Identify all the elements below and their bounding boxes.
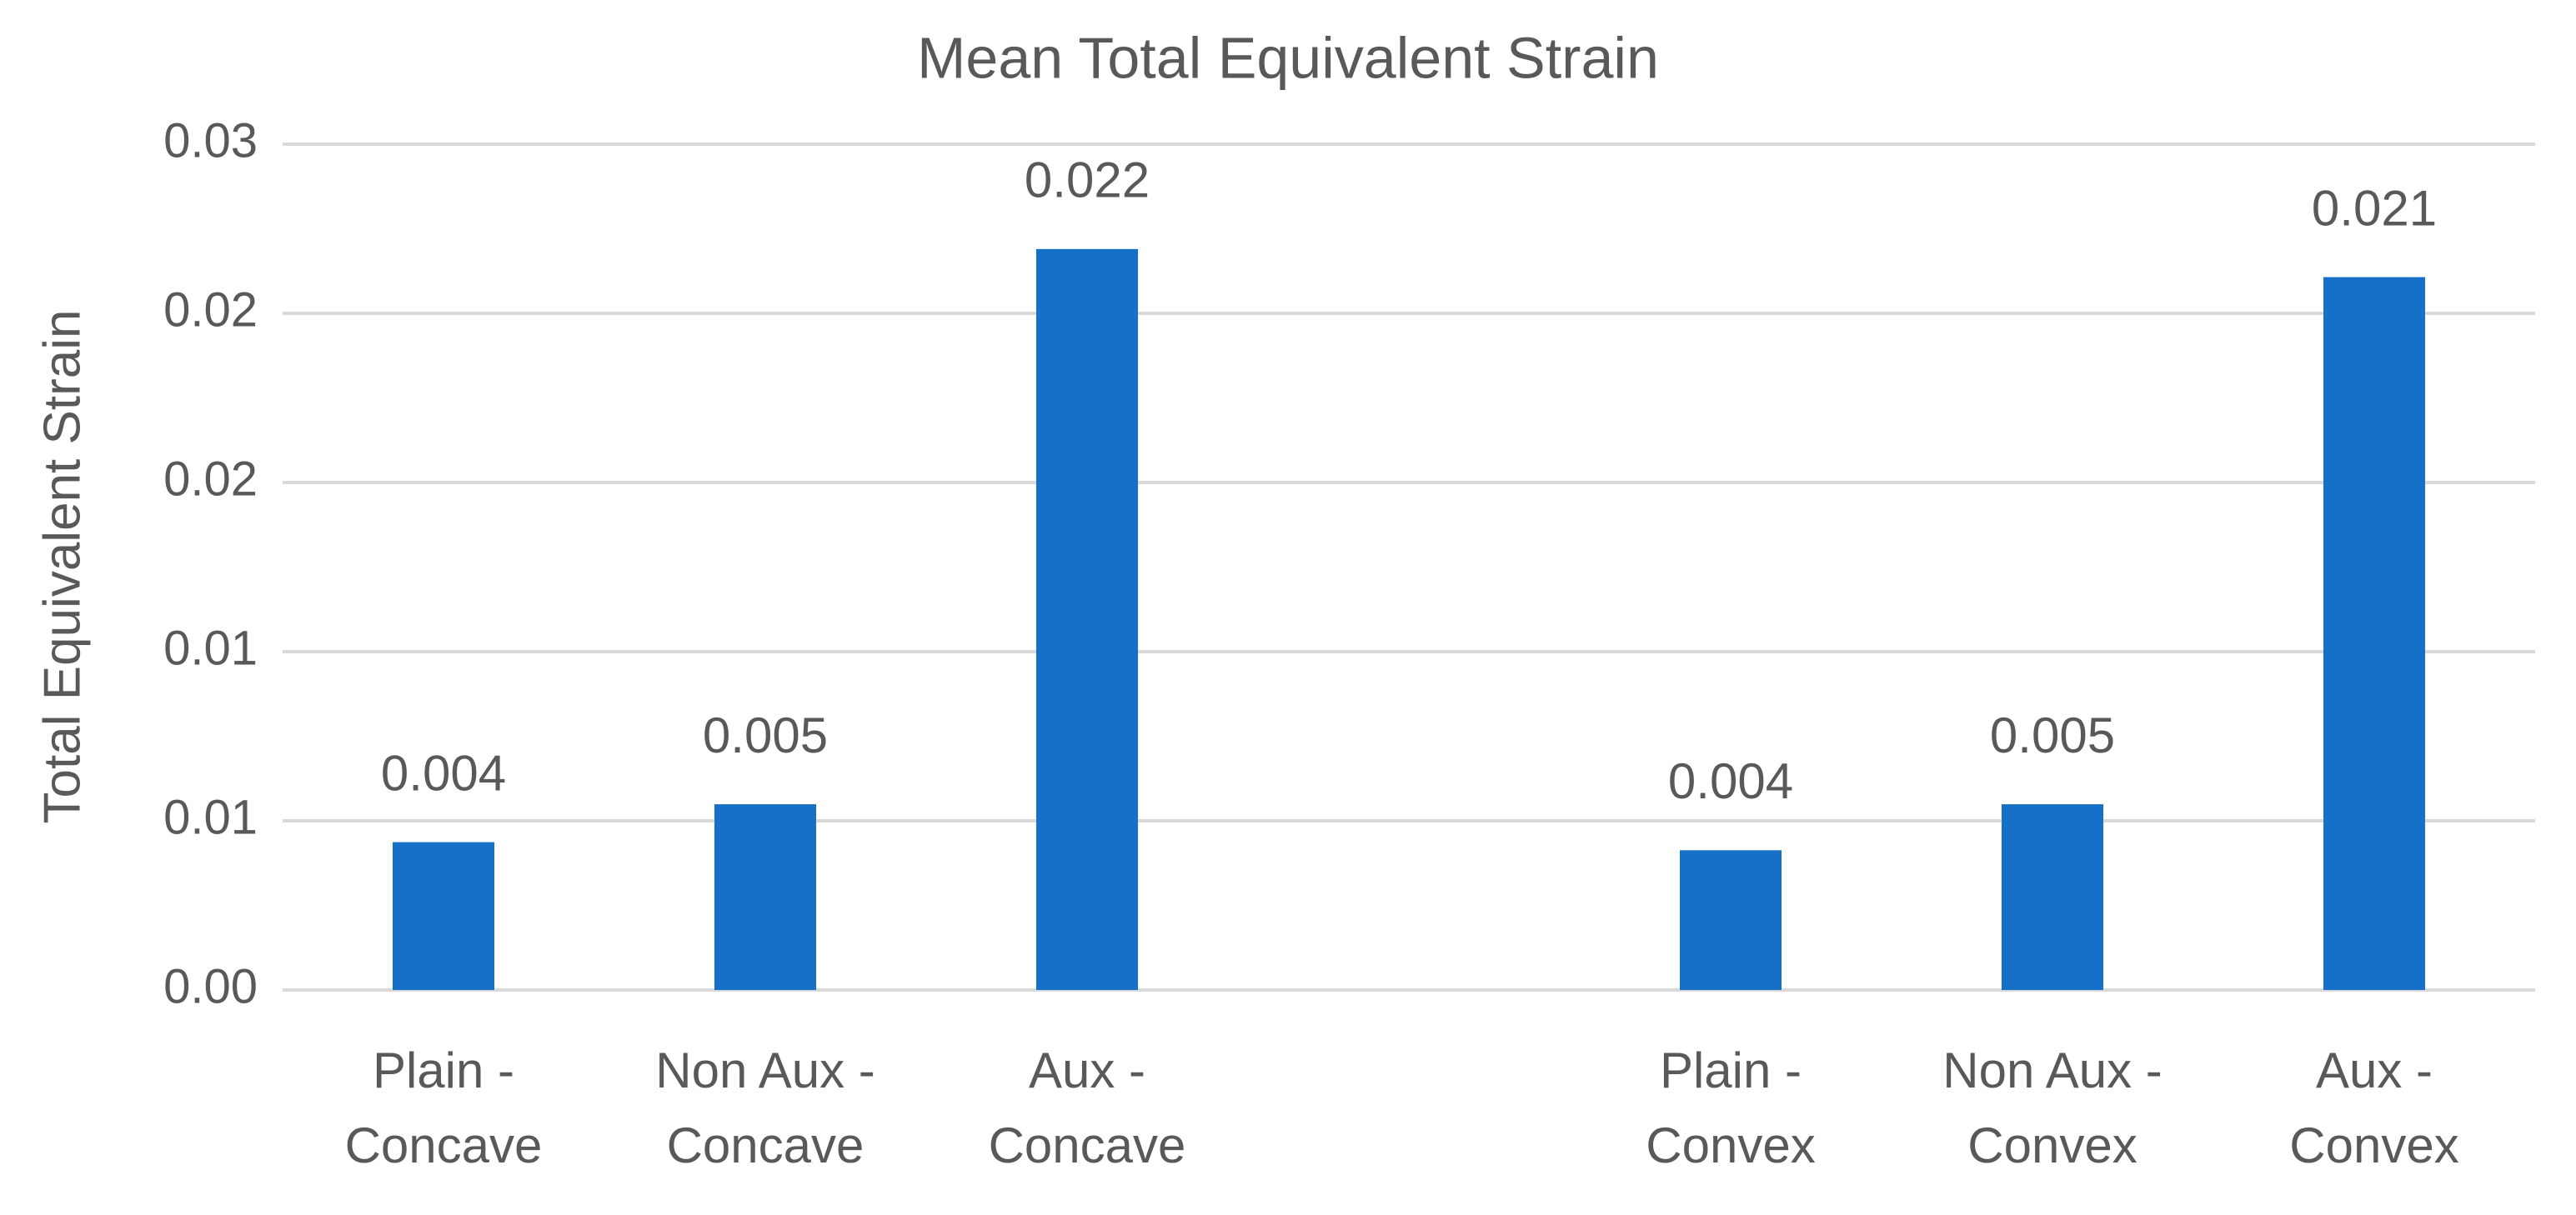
y-axis-label: Total Equivalent Strain [33, 310, 91, 824]
y-tick-label: 0.00 [163, 959, 258, 1013]
data-label: 0.005 [703, 708, 828, 763]
bar [2002, 804, 2103, 990]
x-tick-label: Aux - Concave [988, 1042, 1186, 1173]
bar [714, 804, 816, 990]
bar [1036, 248, 1138, 990]
x-tick-label: Plain - Concave [344, 1042, 543, 1173]
chart-title: Mean Total Equivalent Strain [917, 25, 1659, 90]
x-tick-label: Non Aux - Convex [1942, 1042, 2163, 1173]
bar [1680, 850, 1782, 990]
data-label: 0.004 [1668, 753, 1793, 809]
x-tick-label: Plain - Convex [1646, 1042, 1816, 1173]
bar [2323, 277, 2425, 991]
data-label: 0.022 [1025, 152, 1150, 208]
y-tick-label: 0.01 [163, 790, 258, 844]
bar [393, 842, 494, 990]
y-tick-label: 0.02 [163, 452, 258, 506]
y-tick-label: 0.02 [163, 282, 258, 337]
x-tick-label: Aux - Convex [2289, 1042, 2459, 1173]
data-label: 0.021 [2312, 180, 2437, 236]
x-tick-label: Non Aux - Concave [655, 1042, 875, 1173]
data-label: 0.004 [381, 745, 506, 801]
y-tick-label: 0.03 [163, 113, 258, 168]
data-label: 0.005 [1990, 708, 2115, 763]
y-tick-label: 0.01 [163, 621, 258, 675]
